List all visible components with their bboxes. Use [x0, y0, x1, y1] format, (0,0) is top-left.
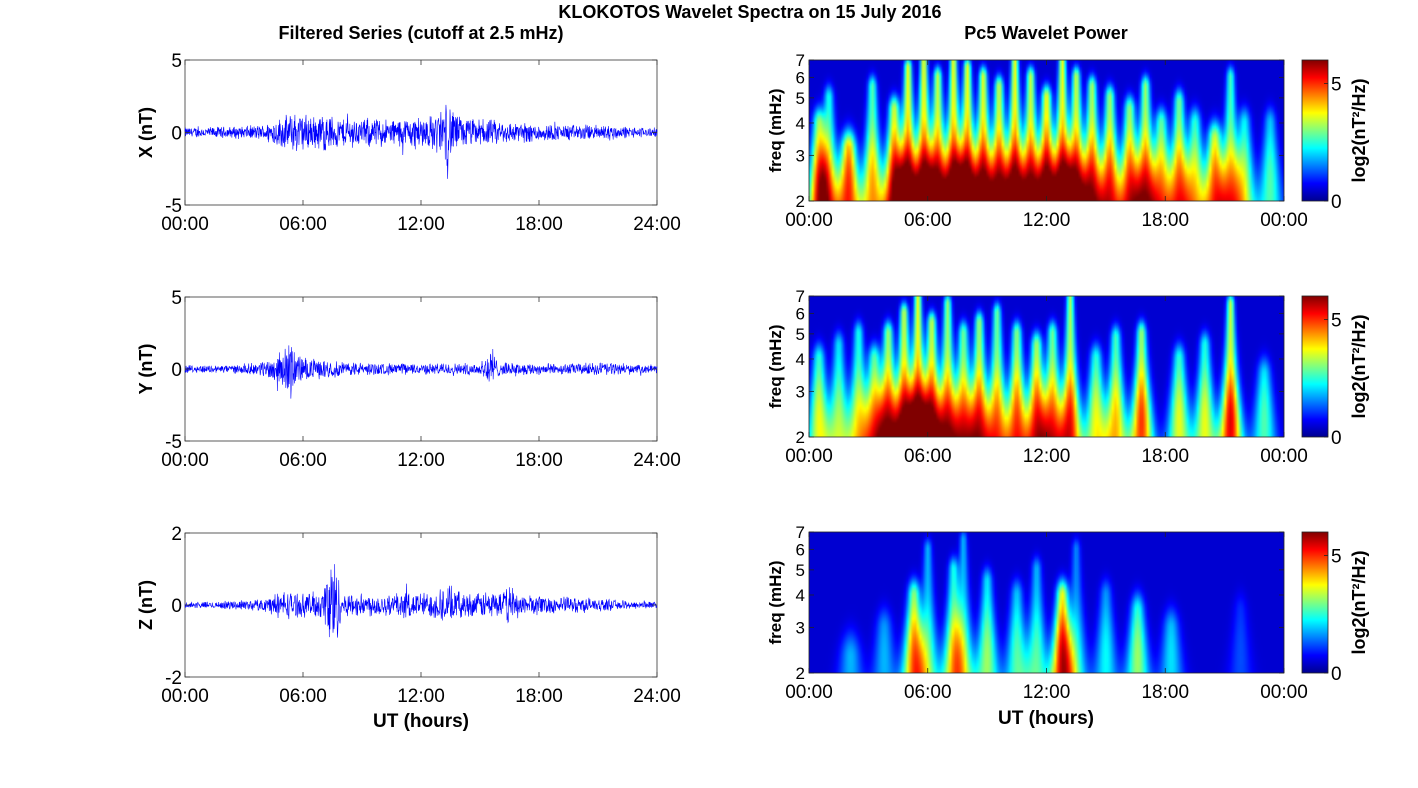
x-tick-label: 00:00 — [161, 686, 209, 707]
x-tick-label: 00:00 — [785, 446, 833, 467]
colorbar-tick-label: 0 — [1331, 664, 1342, 685]
y-tick-label: 3 — [796, 382, 805, 401]
y-tick-label: -5 — [165, 432, 182, 453]
x-tick-label: 06:00 — [904, 682, 952, 703]
x-tick-label: 06:00 — [904, 210, 952, 231]
x-tick-label: 18:00 — [1141, 210, 1189, 231]
left-xlabel: UT (hours) — [373, 711, 469, 732]
y-tick-label: 0 — [171, 124, 182, 145]
x-tick-label: 12:00 — [397, 214, 445, 235]
y-axis-label: X (nT) — [136, 107, 156, 158]
colorbar — [1301, 59, 1329, 202]
y-tick-label: 3 — [796, 146, 805, 165]
y-tick-label: 5 — [171, 51, 182, 72]
right-column-title: Pc5 Wavelet Power — [964, 23, 1127, 43]
y-axis-label: freq (mHz) — [766, 324, 785, 408]
y-tick-label: 2 — [171, 524, 182, 545]
x-tick-label: 00:00 — [785, 682, 833, 703]
right-xlabel: UT (hours) — [998, 708, 1094, 729]
x-tick-label: 00:00 — [1260, 446, 1308, 467]
y-tick-label: 7 — [796, 287, 805, 306]
x-tick-label: 12:00 — [1023, 446, 1071, 467]
y-tick-label: 4 — [796, 350, 805, 369]
wavelet-power-map-z — [809, 532, 1284, 673]
plot-area — [184, 532, 658, 678]
y-tick-label: 3 — [796, 618, 805, 637]
wavelet-panel-y: 2 3 4 5 67 00:00 06:00 12:00 18:00 00:00 freq (mHz… — [766, 287, 1369, 467]
x-tick-label: 24:00 — [633, 214, 681, 235]
x-tick-label: 06:00 — [904, 446, 952, 467]
x-tick-label: 12:00 — [397, 450, 445, 471]
y-tick-label: 0 — [171, 360, 182, 381]
colorbar — [1301, 295, 1329, 438]
y-tick-label: 5 — [796, 561, 805, 580]
x-tick-label: 00:00 — [161, 214, 209, 235]
y-tick-label: 5 — [796, 325, 805, 344]
x-tick-label: 12:00 — [397, 686, 445, 707]
series-panel-x: -5 0 5 00:00 06:00 12:00 18:00 24:00 X (nT) — [136, 51, 681, 235]
colorbar-tick-label: 5 — [1331, 311, 1342, 332]
colorbar-tick-label: 0 — [1331, 192, 1342, 213]
colorbar-label: log2(nT²/Hz) — [1349, 315, 1369, 419]
x-tick-label: 12:00 — [1023, 210, 1071, 231]
y-axis-label: freq (mHz) — [766, 88, 785, 172]
y-tick-label: -5 — [165, 196, 182, 217]
series-panel-z: -2 0 2 00:00 06:00 12:00 18:00 24:00 Z (nT) — [136, 524, 681, 707]
y-tick-label: 6 — [796, 540, 805, 559]
x-tick-label: 00:00 — [161, 450, 209, 471]
x-tick-label: 18:00 — [515, 686, 563, 707]
colorbar-tick-label: 5 — [1331, 547, 1342, 568]
y-tick-label: 2 — [796, 428, 805, 447]
series-panel-y: -5 0 5 00:00 06:00 12:00 18:00 24:00 Y (nT) — [136, 288, 681, 471]
x-tick-label: 00:00 — [1260, 682, 1308, 703]
y-tick-label: 2 — [796, 192, 805, 211]
series-line-x — [184, 104, 658, 179]
x-tick-label: 06:00 — [279, 686, 327, 707]
y-axis-label: Y (nT) — [136, 344, 156, 395]
colorbar-label: log2(nT²/Hz) — [1349, 79, 1369, 183]
colorbar-tick-label: 5 — [1331, 75, 1342, 96]
left-column-title: Filtered Series (cutoff at 2.5 mHz) — [278, 23, 563, 43]
x-tick-label: 12:00 — [1023, 682, 1071, 703]
series-line-z — [184, 564, 658, 638]
y-tick-label: 6 — [796, 304, 805, 323]
x-tick-label: 00:00 — [785, 210, 833, 231]
y-tick-label: 7 — [796, 523, 805, 542]
y-tick-label: 6 — [796, 68, 805, 87]
wavelet-power-map-y — [809, 296, 1284, 437]
y-tick-label: 5 — [171, 288, 182, 309]
y-tick-label: 5 — [796, 89, 805, 108]
y-tick-label: -2 — [165, 668, 182, 689]
figure-title: KLOKOTOS Wavelet Spectra on 15 July 2016 — [558, 2, 941, 22]
y-tick-label: 4 — [796, 114, 805, 133]
y-tick-label: 4 — [796, 586, 805, 605]
colorbar — [1301, 531, 1329, 674]
series-line-y — [184, 345, 658, 399]
y-tick-label: 2 — [796, 664, 805, 683]
x-tick-label: 24:00 — [633, 686, 681, 707]
y-tick-label: 0 — [171, 596, 182, 617]
x-tick-label: 18:00 — [515, 450, 563, 471]
wavelet-power-map-x — [809, 60, 1284, 201]
x-tick-label: 06:00 — [279, 214, 327, 235]
x-tick-label: 18:00 — [1141, 682, 1189, 703]
x-tick-label: 24:00 — [633, 450, 681, 471]
x-tick-label: 00:00 — [1260, 210, 1308, 231]
wavelet-panel-x: 2 3 4 5 67 00:00 06:00 12:00 18:00 00:00 freq (mHz… — [766, 51, 1369, 231]
x-tick-label: 06:00 — [279, 450, 327, 471]
x-tick-label: 18:00 — [515, 214, 563, 235]
y-axis-label: Z (nT) — [136, 580, 156, 630]
y-tick-label: 7 — [796, 51, 805, 70]
colorbar-label: log2(nT²/Hz) — [1349, 551, 1369, 655]
y-axis-label: freq (mHz) — [766, 560, 785, 644]
wavelet-panel-z: 2 3 4 5 67 00:00 06:00 12:00 18:00 00:00 freq (mHz… — [766, 523, 1369, 703]
colorbar-tick-label: 0 — [1331, 428, 1342, 449]
x-tick-label: 18:00 — [1141, 446, 1189, 467]
